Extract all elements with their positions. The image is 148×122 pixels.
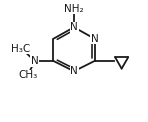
- Text: N: N: [91, 34, 98, 44]
- Text: N: N: [31, 56, 39, 66]
- Text: NH₂: NH₂: [64, 4, 84, 14]
- Text: N: N: [70, 66, 78, 76]
- Text: N: N: [70, 22, 78, 32]
- Text: CH₃: CH₃: [18, 71, 37, 81]
- Text: H₃C: H₃C: [11, 44, 30, 54]
